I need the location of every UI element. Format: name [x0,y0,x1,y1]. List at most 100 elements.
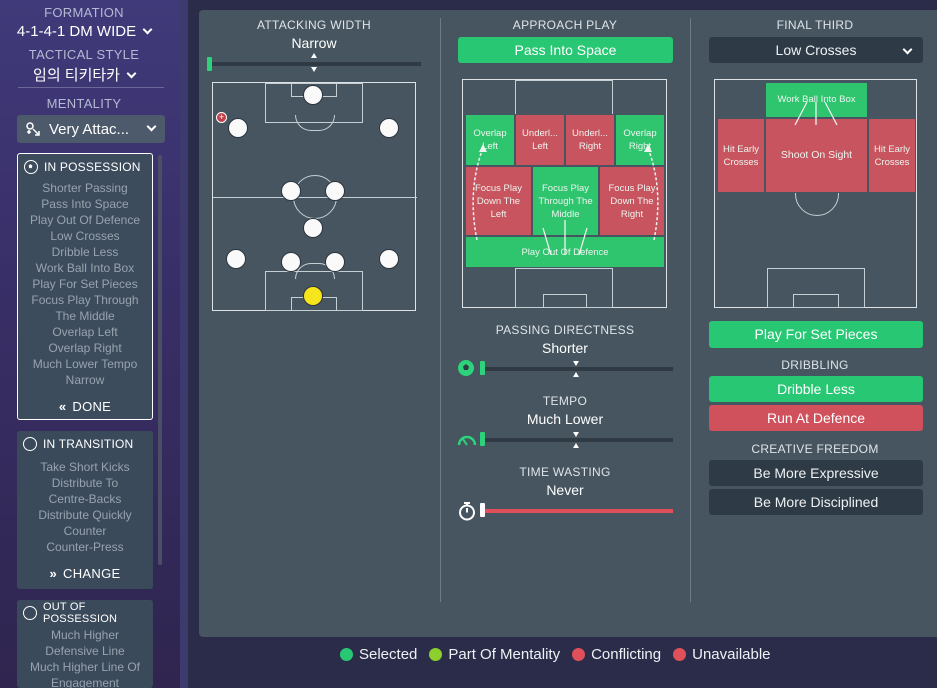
final-third-dropdown[interactable]: Low Crosses [709,37,923,63]
tempo-handle[interactable] [480,432,485,446]
zone-focus-left[interactable]: Focus Play Down The Left [465,166,532,236]
sidebar-separator [180,0,188,688]
tactics-panel: ATTACKING WIDTH Narrow + APPROACH PLAY P… [199,10,937,637]
approach-pitch: Overlap Left Underl... Left Underl... Ri… [462,79,667,308]
tempo-slider[interactable] [480,438,673,442]
default-marker-icon [311,53,317,58]
attacking-width-title: ATTACKING WIDTH [256,18,372,32]
player-left-centre-back[interactable] [281,252,301,272]
zone-hit-early-crosses-left[interactable]: Hit Early Crosses [717,118,765,193]
in-transition-panel[interactable]: IN TRANSITION Take Short Kicks Distribut… [17,431,153,589]
run-at-defence-button[interactable]: Run At Defence [709,405,923,431]
final-third-value: Low Crosses [775,42,857,58]
zone-work-ball-into-box[interactable]: Work Ball Into Box [765,82,868,118]
list-item: Pass Into Space [41,197,129,211]
default-marker-icon [311,67,317,72]
list-item: Much Higher Line Of [29,660,141,674]
tactical-style-select[interactable]: 임의 티키타카 [0,64,168,85]
approach-play-title: APPROACH PLAY [512,18,618,32]
sidebar: FORMATION 4-1-4-1 DM WIDE TACTICAL STYLE… [0,0,180,688]
player-right-back[interactable] [379,249,399,269]
player-left-winger[interactable] [228,118,248,138]
list-item: Play Out Of Defence [29,213,141,227]
passing-directness-title: PASSING DIRECTNESS [495,323,635,337]
chevron-down-icon [126,68,137,79]
list-item: Distribute To [51,476,119,490]
change-button[interactable]: » CHANGE [17,566,153,581]
be-more-disciplined-button[interactable]: Be More Disciplined [709,489,923,515]
chevron-down-icon [146,121,157,131]
legend-label: Part Of Mentality [448,646,561,663]
play-for-set-pieces-button[interactable]: Play For Set Pieces [709,321,923,348]
list-item: Centre-Backs [48,492,122,506]
passing-directness-slider[interactable] [480,367,673,371]
list-item: Distribute Quickly [38,508,132,522]
shield-icon [23,606,37,620]
in-transition-header: IN TRANSITION [17,431,153,457]
passing-directness-value: Shorter [542,340,588,356]
formation-select[interactable]: 4-1-4-1 DM WIDE [0,23,168,40]
list-item: Counter-Press [46,540,124,554]
approach-arrows-icon [472,144,659,256]
tactical-style-label: TACTICAL STYLE [28,47,140,62]
done-button[interactable]: « DONE [18,399,152,414]
mentality-icon [26,122,40,136]
pass-into-space-button[interactable]: Pass Into Space [458,37,673,63]
zone-underlap-right[interactable]: Underl... Right [565,114,615,166]
list-item: Overlap Left [52,325,118,339]
list-item: Play For Set Pieces [32,277,138,291]
dribble-less-button[interactable]: Dribble Less [709,376,923,402]
list-item: Take Short Kicks [40,460,130,474]
formation-label: FORMATION [44,5,124,20]
player-right-winger[interactable] [379,118,399,138]
legend-label: Selected [359,646,418,663]
legend: Selected Part Of Mentality Conflicting U… [340,646,783,663]
column-divider [690,18,691,602]
final-third-pitch: Work Ball Into Box Hit Early Crosses Sho… [714,79,917,308]
list-item: Shorter Passing [42,181,128,195]
player-defensive-midfielder[interactable] [303,218,323,238]
mentality-value: Very Attac... [49,120,130,138]
default-marker-icon [573,372,579,377]
default-marker-icon [573,361,579,366]
legend-dot-icon [572,648,586,661]
legend-item-mentality: Part Of Mentality [429,646,560,663]
time-wasting-slider[interactable] [480,509,673,513]
zone-underlap-left[interactable]: Underl... Left [515,114,565,166]
list-item: Dribble Less [51,245,119,259]
out-of-possession-panel[interactable]: OUT OF POSSESSION Much Higher Defensive … [17,600,153,688]
player-right-centre-back[interactable] [325,252,345,272]
time-wasting-handle[interactable] [480,503,485,517]
be-more-expressive-button[interactable]: Be More Expressive [709,460,923,486]
zone-focus-right[interactable]: Focus Play Down The Right [599,166,665,236]
attacking-width-slider[interactable] [209,62,421,66]
attacking-width-handle[interactable] [207,57,212,71]
player-right-midfielder[interactable] [325,181,345,201]
stopwatch-icon [459,502,475,521]
in-possession-list: Shorter Passing Pass Into Space Play Out… [18,180,152,388]
sidebar-scrollbar[interactable] [158,155,162,565]
zone-shoot-on-sight[interactable]: Shoot On Sight [765,118,868,193]
zone-overlap-left[interactable]: Overlap Left [465,114,515,166]
zone-hit-early-crosses-right[interactable]: Hit Early Crosses [868,118,916,193]
player-goalkeeper[interactable] [303,286,323,306]
legend-label: Unavailable [692,646,771,663]
legend-dot-icon [429,648,443,661]
legend-item-selected: Selected [340,646,417,663]
creative-freedom-title: CREATIVE FREEDOM [751,442,879,456]
list-item: Focus Play Through [31,293,139,307]
player-left-midfielder[interactable] [281,181,301,201]
out-of-possession-title: OUT OF POSSESSION [43,601,118,625]
list-item: Narrow [65,373,105,387]
out-of-possession-header: OUT OF POSSESSION [17,600,153,626]
passing-directness-handle[interactable] [480,361,485,375]
out-of-possession-list: Much Higher Defensive Line Much Higher L… [17,627,153,688]
list-item: Work Ball Into Box [35,261,135,275]
player-tactics-icon: + [216,112,227,123]
player-striker[interactable] [303,85,323,105]
in-possession-panel[interactable]: IN POSSESSION Shorter Passing Pass Into … [17,153,153,420]
player-left-back[interactable] [226,249,246,269]
mentality-select[interactable]: Very Attac... [17,115,165,143]
zone-overlap-right[interactable]: Overlap Right [615,114,665,166]
time-wasting-value: Never [546,482,584,498]
